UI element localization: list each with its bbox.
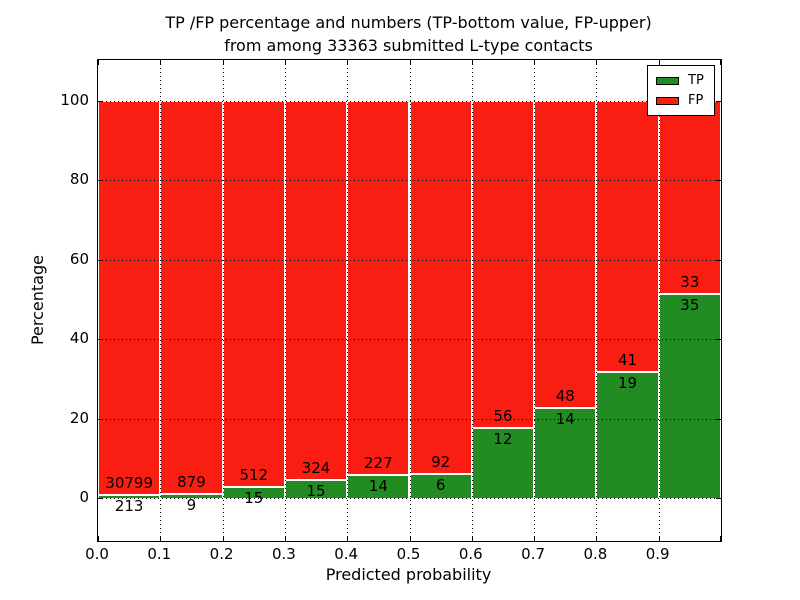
fp-bar-5 bbox=[409, 101, 472, 474]
legend-entry-tp: TP bbox=[648, 71, 714, 91]
fp-bar-6 bbox=[471, 101, 535, 428]
tp-count-label-3: 15 bbox=[306, 482, 326, 501]
fp-count-label-2: 512 bbox=[239, 465, 269, 484]
annotations-layer: 30799 213 879 9 512 15 324 15 227 14 92 6 56 12 48 14 41… bbox=[98, 60, 721, 541]
plot-area: 30799 213 879 9 512 15 324 15 227 14 92 6 56 12 48 14 41… bbox=[97, 59, 722, 542]
chart-title: TP /FP percentage and numbers (TP-bottom… bbox=[97, 11, 720, 57]
x-tick-label-0.2: 0.2 bbox=[209, 545, 234, 563]
fp-count-label-6: 56 bbox=[493, 406, 513, 425]
fp-bar-0 bbox=[98, 101, 161, 496]
legend: TP FP bbox=[647, 65, 715, 116]
fp-count-label-8: 41 bbox=[617, 351, 638, 370]
x-tick-top-10 bbox=[720, 60, 721, 65]
y-tick-label-100: 100 bbox=[60, 91, 89, 109]
fp-count-label-7: 48 bbox=[555, 387, 575, 406]
tp-bar-7 bbox=[534, 408, 597, 498]
tp-count-label-1: 9 bbox=[186, 495, 197, 514]
y-tick-label-60: 60 bbox=[69, 249, 89, 268]
fp-bar-7 bbox=[534, 101, 597, 409]
chart-title-line1: TP /FP percentage and numbers (TP-bottom… bbox=[165, 13, 652, 32]
x-tick-label-0.3: 0.3 bbox=[271, 545, 296, 563]
tp-count-label-8: 19 bbox=[617, 374, 638, 393]
legend-entry-fp: FP bbox=[648, 91, 714, 111]
tp-count-label-5: 6 bbox=[435, 475, 446, 494]
fp-count-label-1: 879 bbox=[177, 472, 206, 491]
tp-legend-swatch bbox=[656, 77, 679, 85]
tp-count-label-9: 35 bbox=[680, 295, 700, 314]
fp-count-label-0: 30799 bbox=[105, 474, 153, 493]
tp-count-label-2: 15 bbox=[244, 488, 264, 507]
fp-bar-2 bbox=[222, 101, 285, 487]
fp-legend-label: FP bbox=[688, 93, 704, 108]
x-axis-label: Predicted probability bbox=[325, 565, 492, 584]
fp-count-label-4: 227 bbox=[364, 453, 393, 472]
tp-bar-6 bbox=[471, 427, 535, 498]
tp-count-label-4: 14 bbox=[368, 476, 388, 495]
fp-legend-swatch bbox=[656, 97, 679, 105]
fp-bar-4 bbox=[347, 101, 410, 475]
x-tick-label-0.4: 0.4 bbox=[334, 545, 359, 563]
x-tick-label-0.9: 0.9 bbox=[645, 545, 670, 563]
x-tick-label-0.0: 0.0 bbox=[85, 545, 109, 563]
x-tick-label-0.7: 0.7 bbox=[521, 545, 546, 563]
tp-count-label-7: 14 bbox=[555, 410, 575, 429]
x-tick-label-0.8: 0.8 bbox=[583, 545, 608, 563]
tp-legend-label: TP bbox=[688, 73, 704, 88]
tp-bar-0 bbox=[98, 495, 161, 498]
chart-title-line2: from among 33363 submitted L-type contac… bbox=[224, 36, 593, 55]
tp-count-label-0: 213 bbox=[114, 497, 144, 516]
fp-count-label-5: 92 bbox=[431, 452, 451, 471]
fp-count-label-9: 33 bbox=[680, 272, 700, 291]
y-tick-label-20: 20 bbox=[69, 408, 89, 427]
tp-bar-8 bbox=[596, 372, 659, 498]
x-tick-bottom-10 bbox=[720, 536, 721, 541]
tp-count-label-6: 12 bbox=[493, 429, 513, 448]
x-tick-top-0 bbox=[98, 60, 99, 65]
x-tick-bottom-0 bbox=[98, 536, 99, 541]
x-tick-label-0.6: 0.6 bbox=[458, 545, 483, 563]
x-tick-label-0.5: 0.5 bbox=[396, 545, 421, 563]
y-tick-label-40: 40 bbox=[69, 329, 89, 348]
y-tick-label-0: 0 bbox=[79, 488, 89, 506]
fp-count-label-3: 324 bbox=[301, 459, 331, 478]
x-tick-label-0.1: 0.1 bbox=[147, 545, 172, 563]
y-tick-label-80: 80 bbox=[69, 170, 89, 189]
